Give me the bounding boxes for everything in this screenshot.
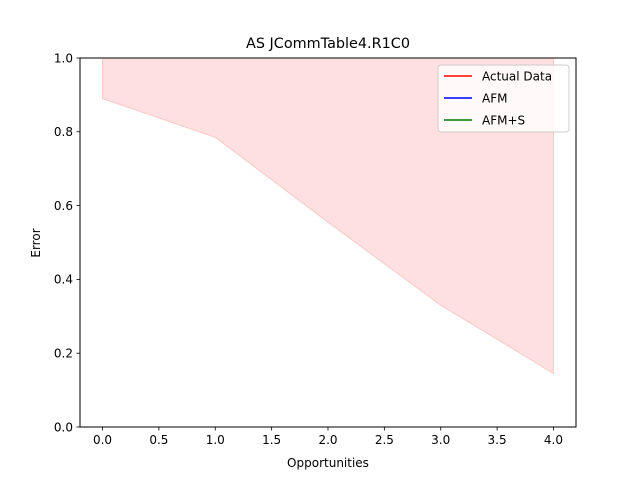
x-tick-label: 3.0	[431, 433, 450, 447]
legend: Actual Data AFM AFM+S	[437, 64, 570, 133]
x-tick-label: 1.0	[206, 433, 225, 447]
x-tick-label: 2.0	[318, 433, 337, 447]
legend-items: Actual Data AFM AFM+S	[444, 70, 552, 128]
x-tick-label: 2.5	[375, 433, 394, 447]
x-axis-label: Opportunities	[287, 456, 369, 470]
x-ticks: 0.0 0.5 1.0 1.5 2.0 2.5 3.0 3.5 4.0	[93, 427, 563, 447]
y-tick-label: 1.0	[54, 51, 73, 65]
x-tick-label: 0.0	[93, 433, 112, 447]
x-tick-label: 3.5	[488, 433, 507, 447]
y-tick-label: 0.2	[54, 347, 73, 361]
x-tick-label: 1.5	[262, 433, 281, 447]
y-tick-label: 0.6	[54, 199, 73, 213]
y-tick-label: 0.0	[54, 420, 73, 434]
x-tick-label: 0.5	[149, 433, 168, 447]
legend-label: AFM	[482, 92, 507, 106]
y-axis-label: Error	[29, 228, 43, 257]
legend-label: Actual Data	[482, 70, 552, 84]
y-tick-label: 0.8	[54, 125, 73, 139]
legend-label: AFM+S	[482, 114, 525, 128]
x-tick-label: 4.0	[544, 433, 563, 447]
legend-box	[437, 64, 570, 133]
y-ticks: 0.0 0.2 0.4 0.6 0.8 1.0	[54, 51, 80, 434]
chart-title: AS JCommTable4.R1C0	[246, 36, 410, 52]
y-tick-label: 0.4	[54, 273, 73, 287]
